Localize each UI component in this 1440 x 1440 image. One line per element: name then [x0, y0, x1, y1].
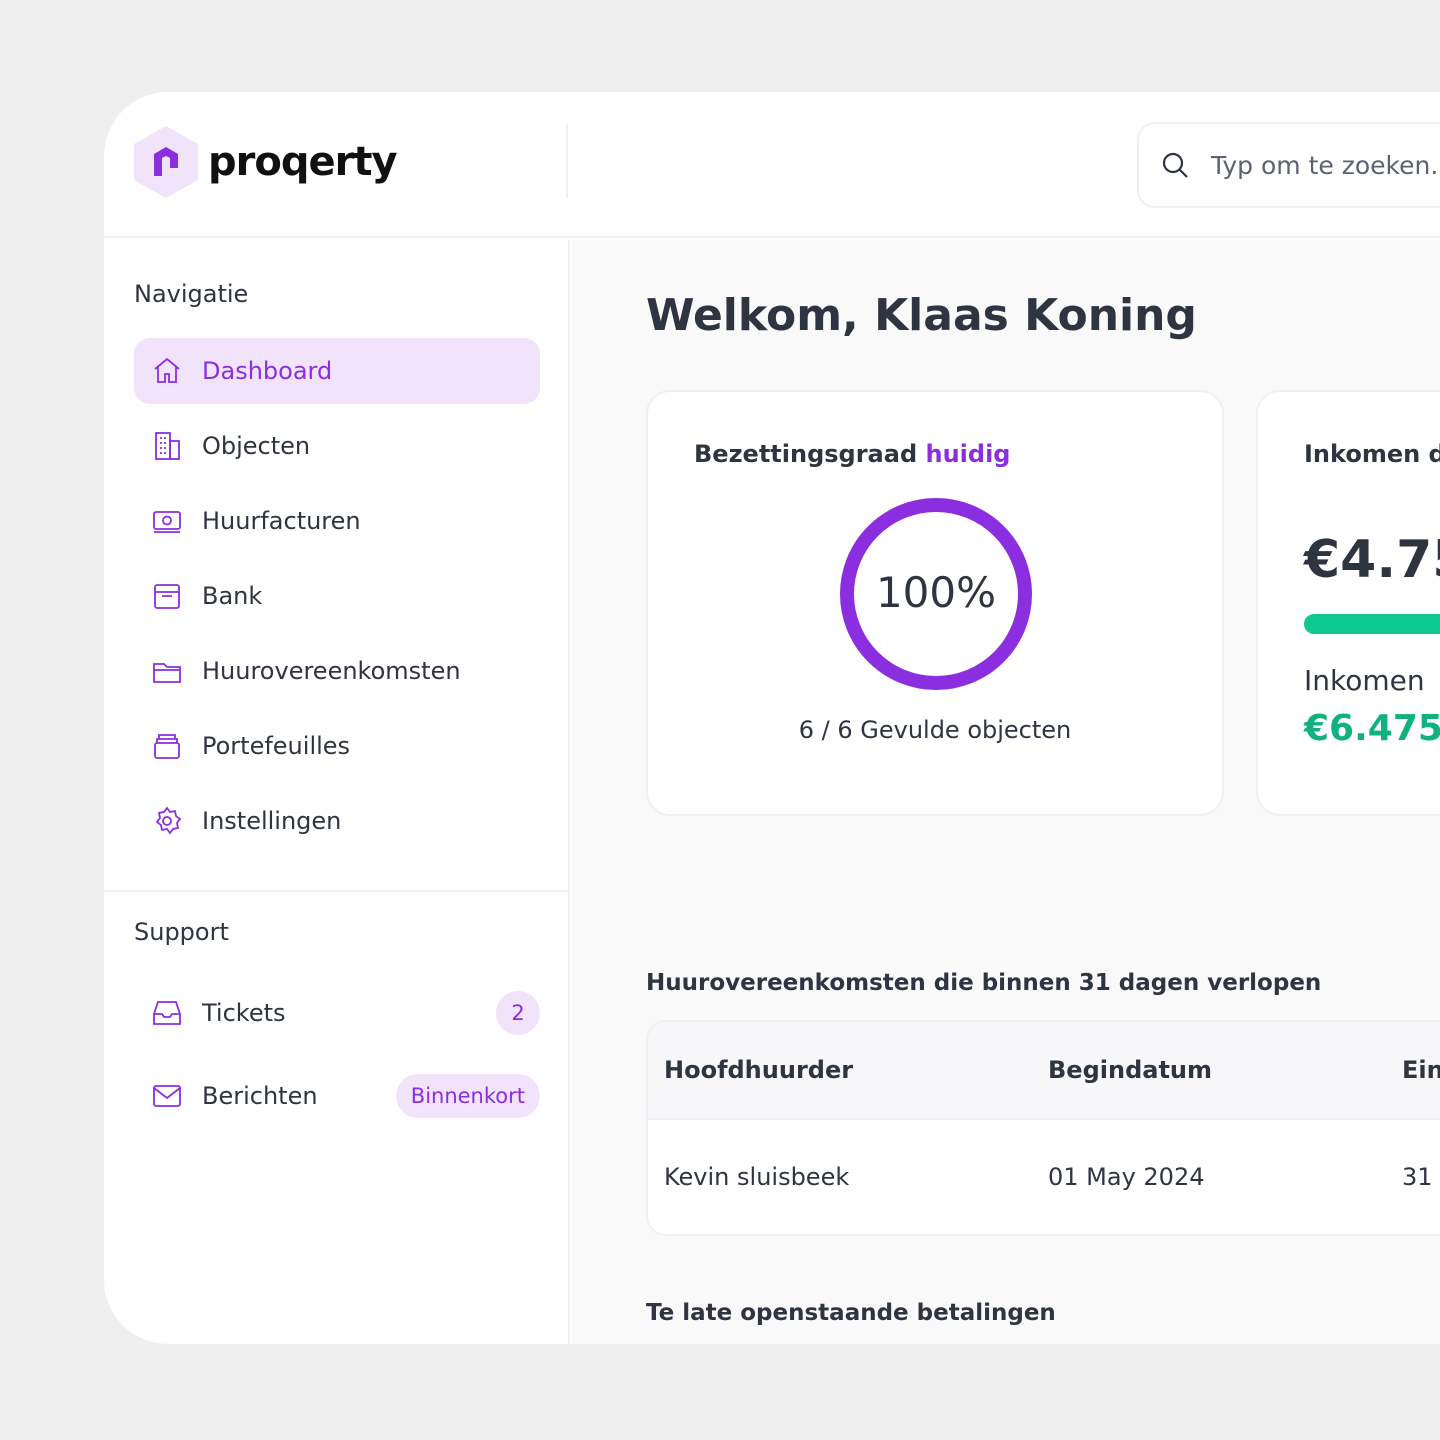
income-value: €6.475,0: [1304, 708, 1440, 749]
column-header: Hoofdhuurder: [664, 1056, 854, 1084]
column-header: Begindatum: [1048, 1056, 1213, 1084]
app-window: proqerty Typ om te zoeken.. Navigatie Da…: [104, 92, 1440, 1344]
card-title: Bezettingsgraad huidig: [694, 440, 1010, 468]
nav-icon: [153, 1085, 181, 1107]
badge: 2: [496, 991, 540, 1035]
nav-item[interactable]: Huurovereenkomsten: [134, 638, 540, 704]
nav-icon: [155, 432, 180, 460]
nav-label: Huurovereenkomsten: [202, 657, 461, 685]
sidebar: Navigatie Dashboard Objecten Huurfacturen B…: [104, 240, 570, 1344]
nav-label: Tickets: [202, 999, 286, 1027]
income-card: Inkomen de €4.75 Inkomen €6.475,0: [1256, 390, 1440, 816]
top-bar: proqerty Typ om te zoeken..: [104, 92, 1440, 238]
nav-icon: [155, 806, 182, 835]
logo-mark: [134, 126, 198, 198]
nav-icon: [154, 357, 180, 383]
divider: [104, 890, 570, 892]
occupancy-percent: 100%: [875, 568, 997, 617]
nav-item[interactable]: Dashboard: [134, 338, 540, 404]
nav-item[interactable]: Berichten Binnenkort: [134, 1063, 540, 1129]
expiring-table: Hoofdhuurder Begindatum Ein Kevin sluisbee…: [646, 1020, 1440, 1236]
nav-label: Huurfacturen: [202, 507, 361, 535]
nav-item[interactable]: Objecten: [134, 413, 540, 479]
logo-text: proqerty: [208, 139, 398, 185]
nav-icon: [154, 734, 180, 759]
income-progress: [1304, 614, 1440, 634]
occupancy-ring: [840, 498, 1032, 690]
occupancy-card: Bezettingsgraad huidig 100% 6 / 6 Gevuld…: [646, 390, 1224, 816]
nav-label: Bank: [202, 582, 263, 610]
search-placeholder: Typ om te zoeken..: [1211, 150, 1440, 180]
table-cell: 31 N: [1402, 1163, 1440, 1191]
welcome-title: Welkom, Klaas Koning: [646, 290, 1197, 341]
nav-item[interactable]: Instellingen: [134, 788, 540, 854]
column-header: Ein: [1402, 1056, 1440, 1084]
nav-icon: [153, 511, 181, 533]
search-icon: [1162, 152, 1188, 178]
nav-label: Instellingen: [202, 807, 342, 835]
income-label: Inkomen: [1304, 664, 1425, 697]
nav-item[interactable]: Bank: [134, 563, 540, 629]
divider: [566, 124, 568, 198]
section-title: Te late openstaande betalingen: [646, 1300, 1056, 1326]
nav-icon: [154, 584, 180, 609]
table-header: Hoofdhuurder Begindatum Ein: [648, 1022, 1440, 1120]
nav-item[interactable]: Tickets 2: [134, 980, 540, 1046]
nav-icon: [153, 1001, 181, 1025]
nav-label: Objecten: [202, 432, 311, 460]
table-row[interactable]: Kevin sluisbeek 01 May 2024 31 N: [648, 1120, 1440, 1234]
nav-icon: [153, 663, 181, 683]
search-box[interactable]: Typ om te zoeken..: [1137, 122, 1440, 208]
badge: Binnenkort: [395, 1074, 540, 1118]
table-cell: Kevin sluisbeek: [664, 1163, 850, 1191]
nav-label: Berichten: [202, 1082, 318, 1110]
occupancy-caption: 6 / 6 Gevulde objecten: [798, 716, 1072, 744]
nav-label: Portefeuilles: [202, 732, 351, 760]
nav-item[interactable]: Portefeuilles: [134, 713, 540, 779]
table-cell: 01 May 2024: [1048, 1163, 1205, 1191]
card-title: Inkomen de: [1304, 440, 1440, 468]
nav-label: Dashboard: [202, 357, 333, 385]
main-content: Welkom, Klaas Koning Bezettingsgraad hui…: [572, 240, 1440, 1344]
support-heading: Support: [134, 918, 229, 946]
card-title-highlight: huidig: [925, 440, 1011, 468]
section-title: Huurovereenkomsten die binnen 31 dagen v…: [646, 970, 1322, 996]
income-amount: €4.75: [1304, 530, 1440, 590]
logo: proqerty: [134, 126, 398, 198]
nav-item[interactable]: Huurfacturen: [134, 488, 540, 554]
card-title-text: Bezettingsgraad: [694, 440, 918, 468]
nav-heading: Navigatie: [134, 280, 249, 308]
